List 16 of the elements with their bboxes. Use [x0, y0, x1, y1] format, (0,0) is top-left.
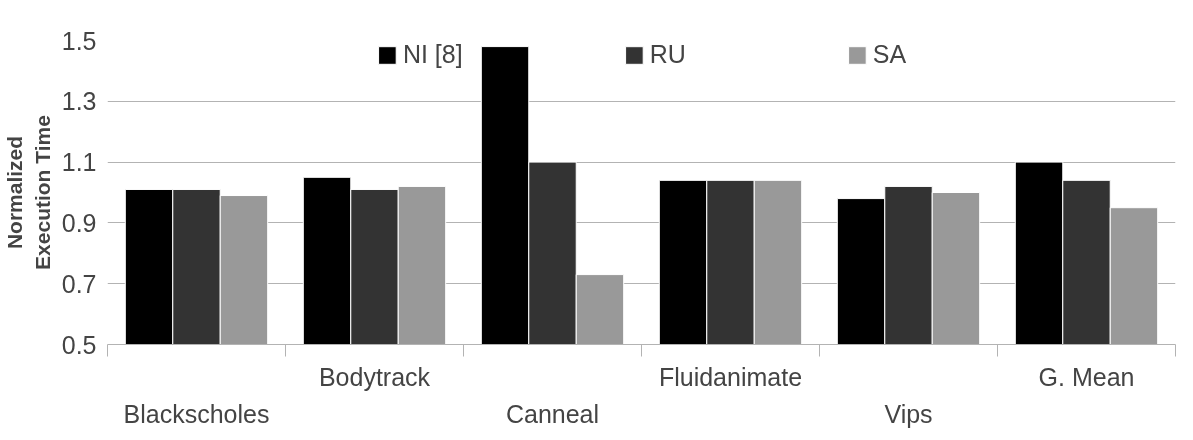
x-tick-label: Bodytrack [318, 362, 431, 391]
legend-label: SA [872, 40, 907, 69]
legend-label: NI [8] [402, 40, 463, 69]
x-tick-label: G. Mean [1038, 362, 1135, 391]
legend-label: RU [649, 40, 686, 69]
y-tick-label: 1.5 [61, 26, 97, 55]
y-tick-label: 0.5 [61, 330, 97, 359]
y-tick-label: 0.7 [61, 269, 97, 298]
y-axis-title: Normalized Execution Time [3, 115, 54, 270]
x-tick-label: Fluidanimate [658, 362, 803, 391]
y-tick-label: 1.3 [61, 87, 97, 116]
x-tick-label: Blackscholes [123, 399, 270, 428]
y-tick-label: 1.1 [61, 148, 97, 177]
x-tick-label: Vips [884, 399, 933, 428]
x-tick-label: Canneal [505, 399, 600, 428]
y-tick-label: 0.9 [61, 208, 97, 237]
